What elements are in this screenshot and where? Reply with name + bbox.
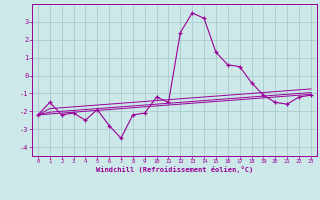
- X-axis label: Windchill (Refroidissement éolien,°C): Windchill (Refroidissement éolien,°C): [96, 166, 253, 173]
